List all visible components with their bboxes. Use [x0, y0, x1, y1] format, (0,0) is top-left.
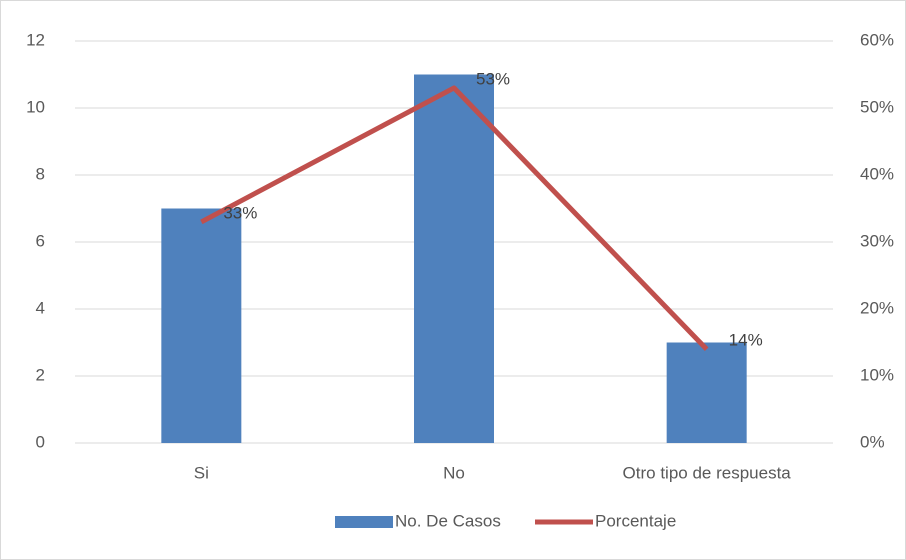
- bar: [666, 342, 747, 443]
- legend-label: Porcentaje: [595, 511, 676, 530]
- y2-tick-label: 10%: [860, 365, 894, 384]
- data-label: 14%: [729, 331, 763, 350]
- y2-tick-label: 20%: [860, 298, 894, 317]
- legend-swatch: [335, 516, 393, 528]
- y2-tick-label: 40%: [860, 164, 894, 183]
- x-tick-label: No: [443, 463, 465, 482]
- y2-tick-label: 50%: [860, 97, 894, 116]
- y2-tick-label: 0%: [860, 432, 885, 451]
- legend-label: No. De Casos: [395, 511, 501, 530]
- y-tick-label: 12: [26, 30, 45, 49]
- y-tick-label: 8: [36, 164, 45, 183]
- bar: [161, 208, 242, 443]
- y-tick-label: 0: [36, 432, 45, 451]
- y2-tick-label: 30%: [860, 231, 894, 250]
- x-tick-label: Otro tipo de respuesta: [623, 463, 792, 482]
- y-tick-label: 10: [26, 97, 45, 116]
- line: [200, 85, 709, 351]
- y-tick-label: 2: [36, 365, 45, 384]
- y-tick-label: 6: [36, 231, 45, 250]
- data-label: 53%: [476, 69, 510, 88]
- y-tick-label: 4: [36, 298, 45, 317]
- bar: [414, 74, 494, 443]
- y2-tick-label: 60%: [860, 30, 894, 49]
- x-tick-label: Si: [194, 463, 209, 482]
- data-label: 33%: [223, 203, 257, 222]
